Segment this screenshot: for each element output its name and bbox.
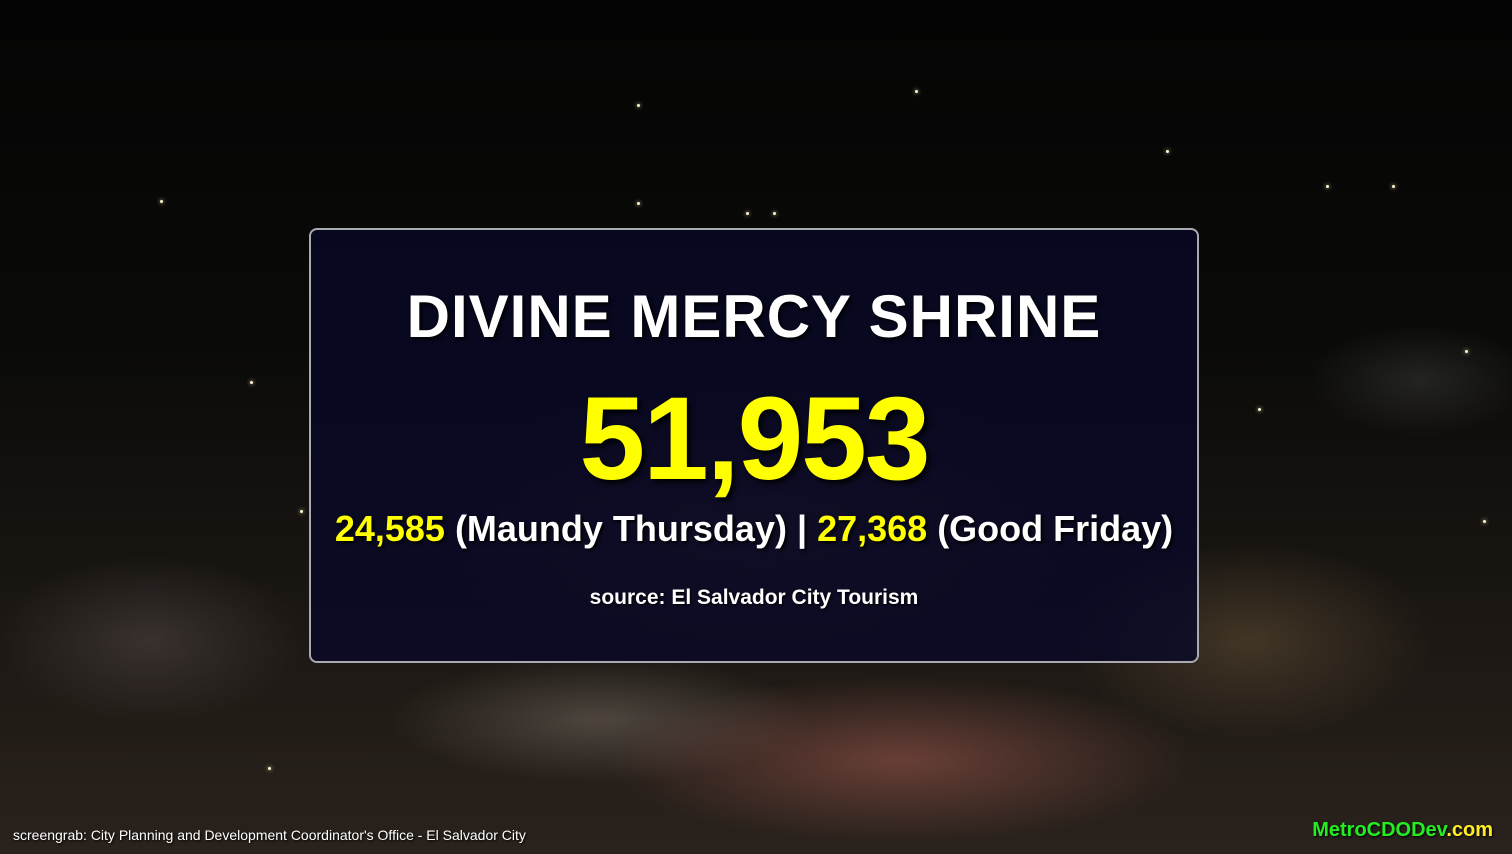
- separator: |: [796, 508, 808, 549]
- stats-panel: DIVINE MERCY SHRINE 51,953 24,585 (Maund…: [309, 228, 1199, 663]
- thursday-count: 24,585: [334, 508, 445, 549]
- source-note: source: El Salvador City Tourism: [589, 586, 919, 609]
- total-visitors: 51,953: [579, 373, 931, 505]
- thursday-label: (Maundy Thursday): [454, 508, 787, 549]
- friday-count: 27,368: [817, 508, 928, 549]
- friday-label: (Good Friday): [937, 508, 1174, 549]
- brand-name: MetroCDODev: [1312, 819, 1447, 841]
- brand-watermark: MetroCDODev.com: [1312, 819, 1493, 842]
- shrine-title: DIVINE MERCY SHRINE: [406, 283, 1102, 350]
- brand-tld: .com: [1446, 819, 1493, 841]
- screengrab-credit: screengrab: City Planning and Developmen…: [13, 827, 526, 843]
- daily-breakdown: 24,585 (Maundy Thursday) | 27,368 (Good …: [311, 508, 1197, 550]
